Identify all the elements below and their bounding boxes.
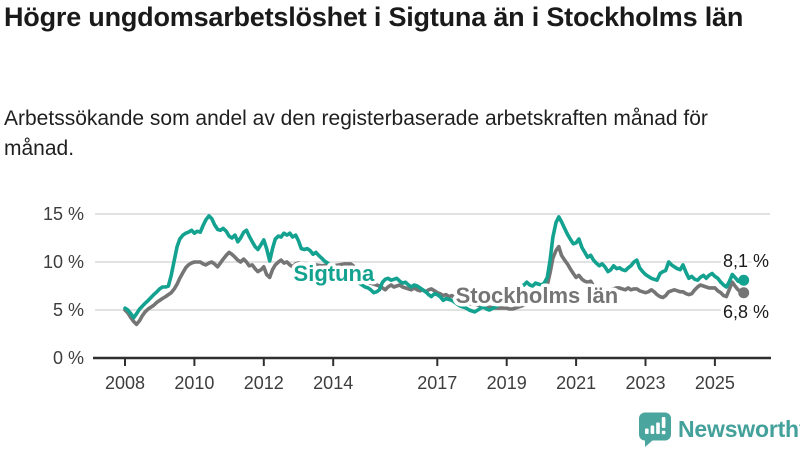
x-tick-label: 2023: [625, 373, 665, 393]
chart-subtitle: Arbetssökande som andel av den registerb…: [4, 107, 708, 160]
series-end-value-label: 8,1 %: [723, 251, 769, 271]
y-tick-label: 15 %: [43, 204, 84, 224]
x-tick-label: 2014: [313, 373, 353, 393]
x-tick-label: 2010: [174, 373, 214, 393]
series-line-sigtuna: [123, 214, 746, 320]
logo-bars-and-exclamation: [645, 416, 666, 434]
x-tick-label: 2008: [105, 373, 145, 393]
chart-title: Högre ungdomsarbetslöshet i Sigtuna än i…: [4, 2, 744, 32]
series-end-value-label: 6,8 %: [723, 302, 769, 322]
series-line-stockholms-l-n: [123, 244, 746, 327]
x-tick-label: 2017: [417, 373, 457, 393]
x-tick-label: 2021: [556, 373, 596, 393]
y-tick-label: 5 %: [53, 300, 84, 320]
series-end-dot: [738, 287, 750, 299]
newsworthy-wordmark: Newsworthy: [678, 415, 800, 442]
newsworthy-logo-icon: [639, 412, 671, 447]
x-tick-label: 2025: [695, 373, 735, 393]
newsworthy-logo: Newsworthy: [638, 410, 800, 448]
y-tick-label: 10 %: [43, 252, 84, 272]
x-tick-label: 2019: [487, 373, 527, 393]
x-tick-label: 2012: [244, 373, 284, 393]
series-end-dot: [738, 274, 750, 286]
y-tick-label: 0 %: [53, 348, 84, 368]
series-label: Stockholms län: [456, 283, 619, 308]
series-label: Sigtuna: [294, 261, 375, 286]
